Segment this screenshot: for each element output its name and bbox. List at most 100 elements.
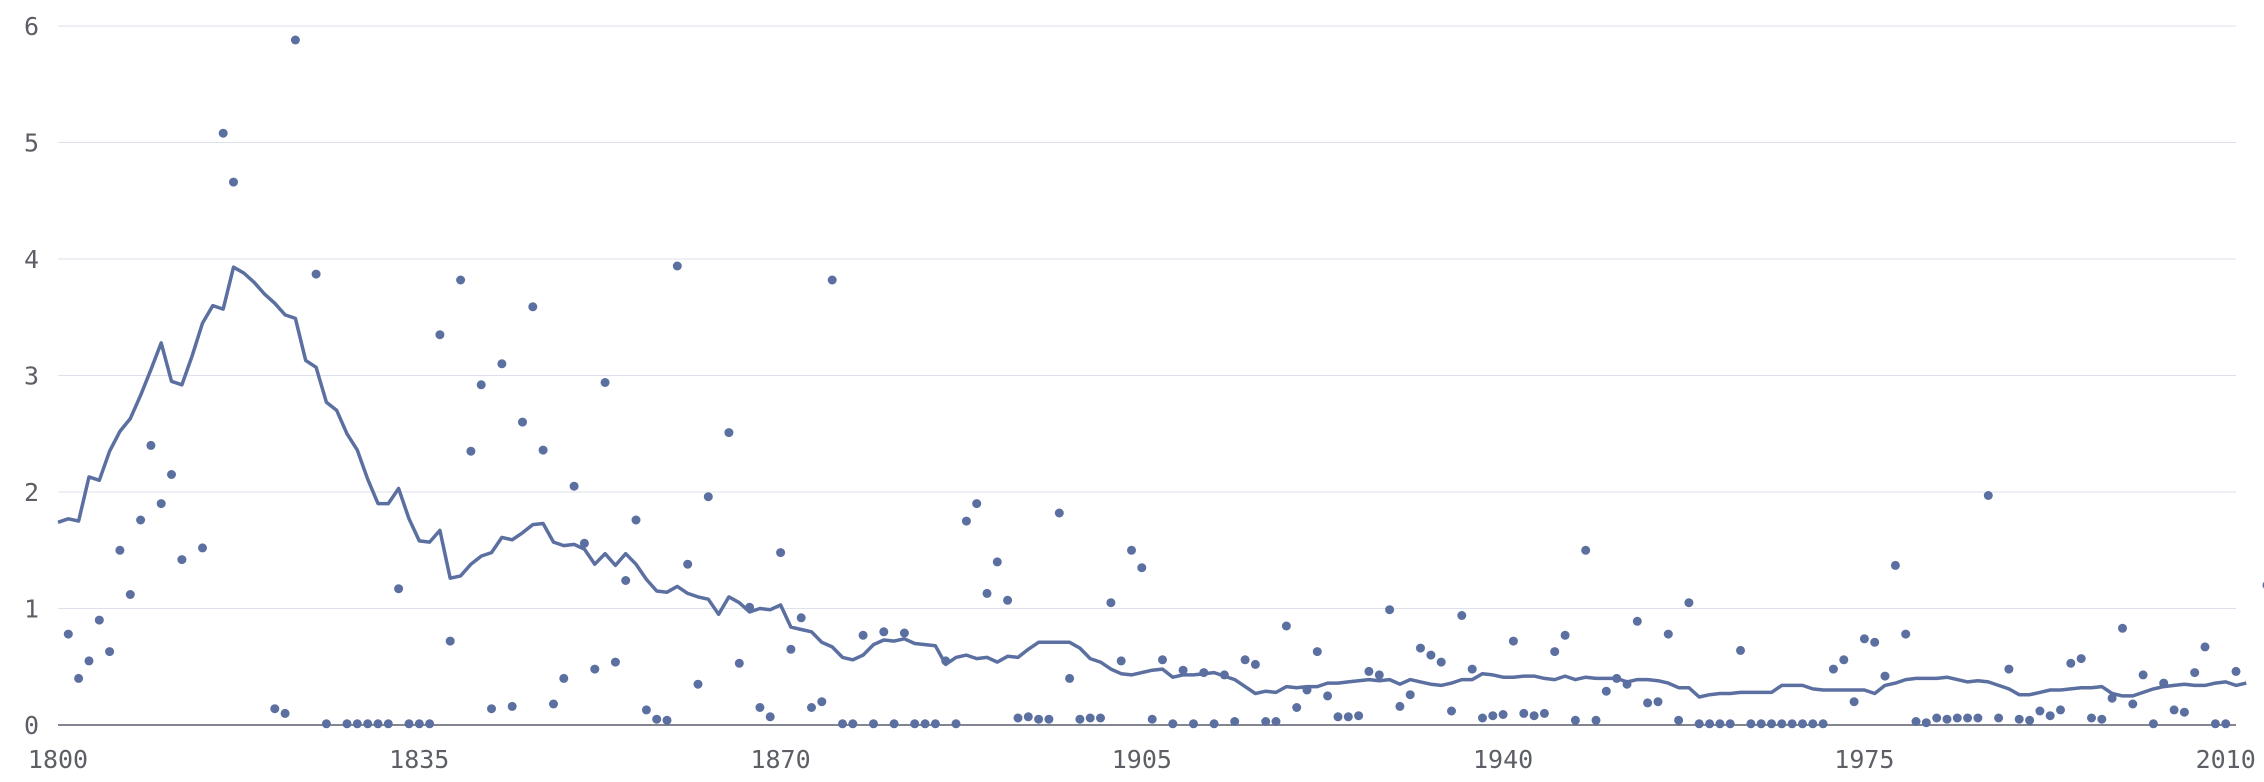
data-point: [1219, 670, 1229, 680]
data-point: [1426, 650, 1436, 660]
x-tick-label: 1940: [1473, 745, 1533, 774]
data-point: [1096, 713, 1105, 723]
data-point: [1746, 719, 1756, 729]
data-point: [1023, 712, 1033, 722]
data-point: [848, 719, 858, 729]
data-point: [2097, 714, 2107, 724]
data-point: [1478, 713, 1487, 723]
data-point: [1849, 697, 1859, 707]
data-point: [1168, 719, 1178, 729]
data-point: [1436, 657, 1446, 667]
data-point: [1199, 668, 1209, 678]
data-point: [2148, 719, 2158, 729]
data-point: [961, 516, 971, 526]
data-point: [394, 584, 404, 594]
data-point: [156, 499, 166, 509]
data-point: [1292, 703, 1302, 712]
data-point: [982, 588, 992, 598]
data-point: [2045, 711, 2055, 721]
data-point: [1230, 717, 1240, 726]
data-point: [146, 440, 156, 450]
data-point: [1653, 697, 1663, 707]
data-point: [776, 548, 786, 558]
data-point: [1859, 634, 1869, 644]
data-point: [796, 613, 806, 623]
data-point: [63, 629, 73, 639]
data-point: [1581, 545, 1591, 555]
y-tick-label: 5: [24, 129, 39, 158]
data-point: [311, 269, 321, 279]
data-point: [693, 679, 703, 689]
data-point: [899, 628, 909, 638]
data-point: [1694, 719, 1704, 729]
data-point: [2035, 706, 2045, 716]
data-point: [1333, 712, 1343, 722]
data-point: [125, 590, 135, 599]
data-point: [445, 636, 455, 646]
data-point: [2138, 670, 2148, 680]
data-point: [2190, 668, 2200, 678]
data-point: [507, 701, 517, 711]
data-point: [1890, 560, 1900, 570]
data-point: [2159, 678, 2169, 688]
data-point: [1932, 713, 1942, 723]
data-point: [2221, 719, 2231, 729]
data-point: [869, 719, 878, 729]
data-point: [1085, 713, 1095, 723]
x-tick-label: 1975: [1834, 745, 1894, 774]
data-point: [2004, 664, 2014, 674]
data-point: [858, 630, 868, 640]
data-point: [662, 715, 672, 725]
data-point: [734, 658, 744, 668]
data-point: [1416, 643, 1425, 653]
data-point: [641, 705, 651, 715]
y-tick-label: 1: [24, 595, 39, 624]
data-point: [363, 719, 373, 729]
data-point: [992, 557, 1002, 567]
data-point: [1828, 664, 1838, 674]
data-point: [1488, 711, 1498, 721]
data-point: [786, 644, 796, 654]
data-point: [136, 515, 146, 525]
data-point: [838, 719, 847, 729]
data-point: [342, 719, 352, 729]
data-point: [559, 673, 569, 683]
data-point: [590, 664, 600, 674]
data-point: [1663, 629, 1673, 639]
data-point: [1684, 598, 1694, 608]
data-point: [1591, 715, 1601, 725]
data-point: [1147, 714, 1157, 724]
data-point: [94, 615, 104, 625]
data-point: [1622, 679, 1632, 689]
data-point: [1839, 655, 1849, 665]
data-point: [456, 275, 466, 285]
data-point: [569, 481, 579, 491]
data-point: [889, 719, 899, 729]
data-point: [755, 703, 765, 712]
data-point: [1312, 647, 1322, 657]
data-point: [1127, 545, 1136, 555]
data-point: [745, 602, 755, 612]
data-point: [2025, 715, 2035, 725]
data-point: [879, 627, 889, 637]
data-point: [1271, 717, 1281, 726]
data-point: [518, 417, 527, 427]
data-point: [652, 714, 662, 724]
data-point: [1054, 508, 1064, 518]
y-tick-label: 6: [24, 12, 39, 41]
data-point: [425, 719, 435, 729]
data-point: [1189, 719, 1198, 729]
data-point: [1963, 713, 1973, 723]
data-point: [1550, 647, 1560, 657]
data-point: [941, 656, 951, 666]
data-point: [1013, 713, 1023, 723]
data-point: [951, 719, 961, 729]
data-point: [1983, 491, 1993, 500]
data-point: [497, 359, 507, 369]
data-point: [290, 35, 300, 45]
y-tick-label: 2: [24, 478, 39, 507]
data-point: [373, 719, 383, 729]
data-point: [383, 719, 393, 729]
data-point: [2179, 707, 2189, 717]
data-point: [1405, 690, 1415, 700]
